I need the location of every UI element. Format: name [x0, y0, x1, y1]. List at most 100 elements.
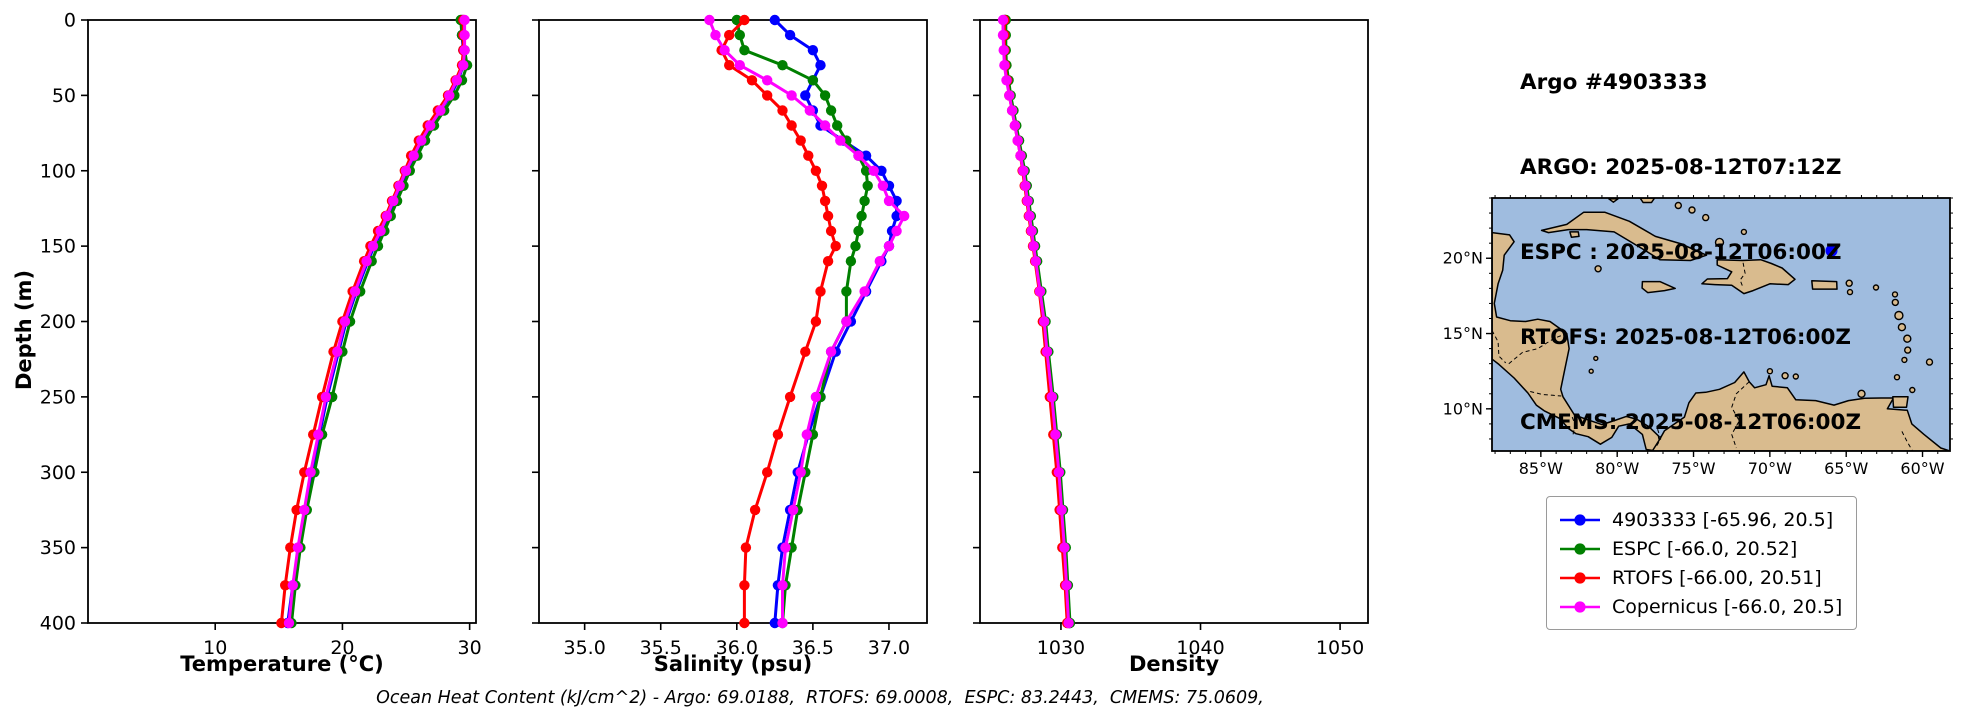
island	[1588, 368, 1594, 374]
series-marker	[786, 90, 797, 101]
series-marker	[291, 504, 302, 516]
series-marker	[400, 165, 412, 176]
series-marker	[800, 346, 811, 357]
island	[1781, 372, 1789, 380]
map-x-tick-label: 60°W	[1900, 459, 1944, 478]
island	[1688, 206, 1696, 214]
country-border	[1654, 429, 1662, 449]
series-marker	[800, 90, 811, 101]
series-marker	[444, 90, 455, 101]
series-marker	[1012, 135, 1023, 146]
panel-density: 1030 1040 1050	[973, 14, 1369, 659]
series-marker	[710, 29, 721, 41]
map-y-tick-label: 15°N	[1443, 324, 1483, 343]
series-marker	[1039, 316, 1050, 327]
series-marker	[810, 391, 822, 403]
series-marker	[777, 59, 788, 71]
series-marker	[883, 195, 895, 207]
map-x-tick-label: 70°W	[1748, 459, 1792, 478]
legend-swatch	[1560, 600, 1600, 613]
series-marker	[841, 286, 852, 297]
series-marker	[459, 45, 470, 56]
island	[1909, 386, 1916, 394]
series-marker	[860, 150, 872, 161]
series-marker	[458, 59, 469, 71]
series-marker	[998, 45, 1009, 56]
landmass	[1569, 231, 1580, 238]
series-marker	[822, 210, 834, 222]
series-marker	[287, 580, 298, 591]
series-marker	[361, 256, 372, 267]
series-marker	[810, 165, 822, 176]
info-line-rtofs: RTOFS: 2025-08-12T06:00Z	[1520, 325, 1852, 351]
series-marker	[739, 617, 750, 629]
map-x-tick-label: 65°W	[1824, 459, 1868, 478]
island	[1766, 368, 1774, 375]
island	[1903, 346, 1912, 354]
y-tick-label: 350	[40, 537, 76, 559]
series-marker	[822, 256, 834, 267]
legend-item-argo: 4903333 [-65.96, 20.5]	[1557, 505, 1842, 534]
x-tick-label: 37.0	[868, 637, 910, 659]
island	[1891, 298, 1900, 307]
series-marker	[860, 165, 872, 176]
series-marker	[1028, 240, 1039, 252]
landmass	[1492, 231, 1662, 451]
series-marker	[749, 504, 761, 516]
series-marker	[997, 14, 1009, 26]
legend-label: 4903333 [-65.96, 20.5]	[1612, 508, 1834, 531]
y-tick-label: 0	[64, 10, 76, 32]
series-marker	[997, 29, 1009, 41]
country-border	[1571, 416, 1576, 436]
landmass	[1641, 280, 1676, 294]
legend-swatch	[1560, 571, 1600, 584]
x-axis-title-density: Density	[1128, 652, 1220, 676]
series-marker	[795, 135, 806, 146]
series-marker	[704, 14, 715, 26]
panel-salinity: 35.0 35.5 36.0 36.5 37.0	[532, 14, 928, 659]
salinity-series-rtofs	[716, 14, 841, 629]
island	[1845, 279, 1853, 287]
country-border	[1530, 391, 1562, 397]
series-marker	[877, 180, 889, 191]
salinity-series-copernicus	[704, 14, 910, 629]
legend-label: Copernicus [-66.0, 20.5]	[1612, 595, 1843, 618]
x-tick-label: 10	[203, 637, 227, 659]
info-line-argo: ARGO: 2025-08-12T07:12Z	[1520, 154, 1842, 180]
series-marker	[769, 14, 780, 26]
series-marker	[349, 286, 361, 297]
series-marker	[825, 225, 837, 237]
island	[1891, 291, 1899, 298]
island	[1701, 213, 1710, 222]
series-marker	[819, 120, 831, 131]
island	[1857, 389, 1866, 398]
island	[1894, 310, 1904, 321]
x-axis-title-temperature: Temperature (°C)	[180, 652, 384, 676]
x-tick-label: 35.0	[563, 637, 605, 659]
plot-area	[87, 19, 477, 624]
map-x-tick-label: 85°W	[1519, 459, 1563, 478]
series-marker	[853, 150, 864, 161]
series-marker	[1020, 180, 1031, 191]
series-marker	[1015, 150, 1026, 161]
island	[1740, 228, 1748, 236]
x-axis-title-salinity: Salinity (psu)	[653, 652, 813, 676]
country-border	[1901, 431, 1914, 451]
series-marker	[769, 617, 780, 629]
series-marker	[388, 195, 399, 207]
series-marker	[731, 14, 742, 26]
legend-label: RTOFS [-66.00, 20.51]	[1612, 566, 1822, 589]
series-marker	[739, 580, 750, 591]
island	[1897, 323, 1907, 332]
island	[1903, 334, 1912, 343]
island	[1593, 355, 1599, 362]
series-marker	[1050, 429, 1061, 440]
y-tick-label: 150	[40, 236, 76, 258]
ohc-footer: Ocean Heat Content (kJ/cm^2) - Argo: 69.…	[376, 688, 1264, 708]
series-marker	[292, 542, 304, 553]
series-marker	[1061, 580, 1072, 591]
series-marker	[1004, 90, 1015, 101]
series-marker	[803, 150, 814, 161]
